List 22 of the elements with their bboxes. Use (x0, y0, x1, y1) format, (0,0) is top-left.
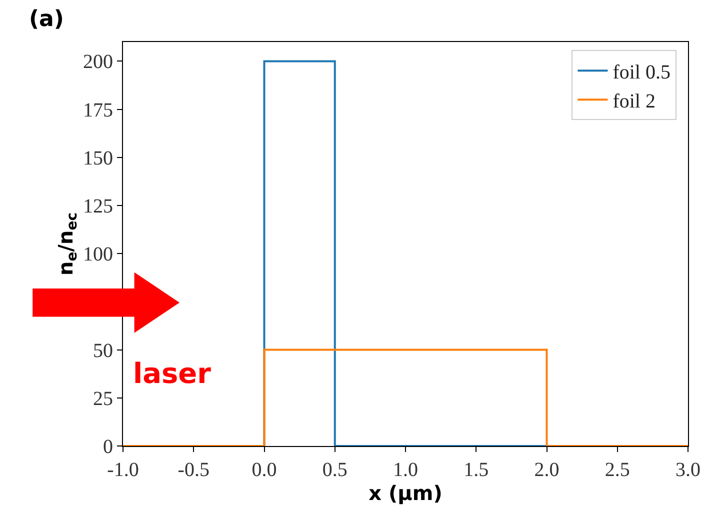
x-tick-label: -0.5 (178, 459, 210, 481)
annotation: laser (133, 357, 212, 390)
text: (a) (29, 7, 64, 32)
x-tick-label: 2.5 (604, 459, 630, 481)
y-tick-label: 100 (83, 244, 113, 266)
x-tick-label: 1.5 (464, 459, 489, 481)
y-tick-label: 125 (83, 196, 113, 218)
legend-label: foil 0.5 (612, 61, 670, 84)
x-tick-label: 3.0 (676, 459, 700, 481)
y-tick-label: 50 (93, 340, 113, 362)
y-tick-label: 175 (83, 99, 113, 122)
x-tick-label: 2.0 (534, 459, 560, 481)
x-tick-label: 0.0 (252, 459, 277, 481)
x-tick-label: -1.0 (107, 459, 139, 481)
x-tick-label: 1.0 (393, 459, 418, 481)
y-tick-label: 25 (93, 388, 113, 410)
x-axis-title: x (μm) (368, 481, 442, 505)
y-tick-label: 0 (103, 436, 113, 458)
legend-label: foil 2 (612, 90, 656, 112)
y-tick-label: 200 (83, 51, 113, 74)
x-tick-label: 0.5 (322, 459, 348, 481)
y-tick-label: 150 (83, 147, 113, 170)
